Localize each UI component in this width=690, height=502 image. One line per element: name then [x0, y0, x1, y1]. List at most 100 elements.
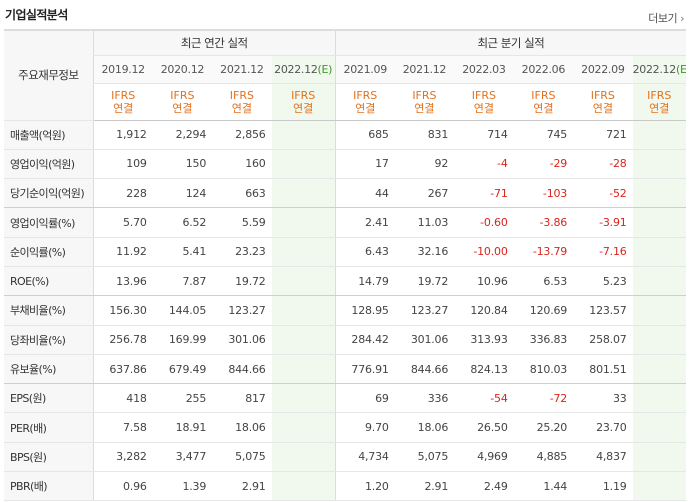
- ifrs-label: IFRS: [531, 88, 556, 102]
- table-cell: 5.41: [152, 237, 213, 267]
- accounting-standard-cell: IFRS 연결: [152, 83, 213, 121]
- table-cell: 5,075: [212, 442, 272, 473]
- table-cell: 18.91: [152, 412, 213, 443]
- table-row: 매출액(억원) 1,912 2,294 2,856 685 831 714 745 721: [4, 120, 686, 150]
- row-label: 유보율(%): [4, 354, 94, 385]
- table-cell: 19.72: [394, 266, 455, 297]
- table-cell: 123.27: [212, 295, 272, 326]
- financial-summary-table: 주요재무정보 최근 연간 실적 최근 분기 실적 2019.12 2020.12 2…: [4, 29, 686, 502]
- estimate-mark: (E): [317, 62, 333, 76]
- table-cell: 844.66: [212, 354, 272, 385]
- table-cell: 109: [92, 149, 153, 180]
- period-header: 2022.09: [573, 55, 633, 84]
- table-cell: 11.03: [394, 207, 455, 238]
- table-cell: 120.84: [454, 295, 514, 326]
- table-cell: 679.49: [152, 354, 213, 385]
- table-cell: 128.95: [334, 295, 395, 326]
- table-cell: 817: [212, 383, 272, 414]
- more-link[interactable]: 더보기 ›: [648, 10, 684, 26]
- table-cell: [632, 237, 686, 267]
- table-cell: [271, 178, 336, 209]
- table-cell: 824.13: [454, 354, 514, 385]
- table-cell: 2.91: [212, 471, 272, 502]
- ifrs-label: IFRS: [229, 88, 254, 102]
- accounting-standard-cell: IFRS 연결: [632, 83, 686, 121]
- table-row: 당기순이익(억원) 228 124 663 44 267 -71 -103 -52: [4, 178, 686, 209]
- row-label: 당기순이익(억원): [4, 178, 94, 209]
- period-header: 2021.09: [334, 55, 395, 84]
- period-label: 2022.03: [462, 62, 506, 76]
- consolidation-label: 연결: [473, 101, 495, 115]
- row-label: 영업이익률(%): [4, 207, 94, 238]
- table-cell: 144.05: [152, 295, 213, 326]
- table-cell: [632, 412, 686, 443]
- section-title: 기업실적분석: [5, 8, 68, 22]
- table-cell: -54: [454, 383, 514, 414]
- row-label: ROE(%): [4, 266, 94, 297]
- consolidation-label: 연결: [355, 101, 376, 115]
- table-cell: 19.72: [212, 266, 272, 297]
- table-cell: 810.03: [513, 354, 574, 385]
- accounting-standard-cell: IFRS 연결: [454, 83, 514, 121]
- table-cell: 2.41: [334, 207, 395, 238]
- period-header-row: 2019.12 2020.12 2021.12 2022.12(E) 2021.09 20…: [4, 55, 686, 84]
- table-cell: 4,837: [573, 442, 633, 473]
- period-label: 2021.12: [220, 62, 264, 76]
- table-cell: 5.70: [92, 207, 153, 238]
- row-label: PER(배): [4, 412, 94, 443]
- table-cell: -7.16: [573, 237, 633, 267]
- table-cell: 23.23: [212, 237, 272, 267]
- table-cell: [632, 295, 686, 326]
- table-cell: 637.86: [92, 354, 153, 385]
- table-cell: 4,969: [454, 442, 514, 473]
- consolidation-label: 연결: [414, 101, 435, 115]
- table-row: ROE(%) 13.96 7.87 19.72 14.79 19.72 10.96 6.53 5…: [4, 266, 686, 297]
- row-label: 순이익률(%): [4, 237, 94, 267]
- chevron-right-icon[interactable]: ›: [680, 12, 684, 25]
- table-row: PBR(배) 0.96 1.39 2.91 1.20 2.91 2.49 1.44 1.19: [4, 471, 686, 502]
- table-cell: 6.53: [513, 266, 574, 297]
- more-link-label[interactable]: 더보기: [648, 12, 678, 25]
- table-cell: 844.66: [394, 354, 455, 385]
- table-cell: [271, 207, 336, 238]
- estimate-mark: (E): [675, 62, 686, 76]
- table-row: 영업이익(억원) 109 150 160 17 92 -4 -29 -28: [4, 149, 686, 180]
- table-cell: -71: [454, 178, 514, 209]
- table-row: BPS(원) 3,282 3,477 5,075 4,734 5,075 4,969 4,88…: [4, 442, 686, 473]
- table-cell: 124: [152, 178, 213, 209]
- table-cell: 258.07: [573, 325, 633, 355]
- table-cell: 25.20: [513, 412, 574, 443]
- accounting-standard-cell: IFRS 연결: [394, 83, 455, 121]
- table-cell: [632, 120, 686, 150]
- table-cell: -3.91: [573, 207, 633, 238]
- period-header: 2021.12: [394, 55, 455, 84]
- table-cell: 0.96: [92, 471, 153, 502]
- table-cell: 6.43: [334, 237, 395, 267]
- table-cell: -29: [513, 149, 574, 180]
- table-cell: 284.42: [334, 325, 395, 355]
- table-cell: 2,856: [212, 120, 272, 150]
- accounting-standard-cell: IFRS 연결: [573, 83, 633, 121]
- row-label: 매출액(억원): [4, 120, 94, 150]
- row-label-header: 주요재무정보: [4, 29, 94, 121]
- table-cell: -3.86: [513, 207, 574, 238]
- table-cell: 336: [394, 383, 455, 414]
- table-cell: 92: [394, 149, 455, 180]
- table-cell: -72: [513, 383, 574, 414]
- table-cell: 123.27: [394, 295, 455, 326]
- period-label: 2022.12: [274, 62, 318, 76]
- annual-group-header: 최근 연간 실적: [92, 29, 336, 56]
- table-cell: 301.06: [394, 325, 455, 355]
- table-cell: 9.70: [334, 412, 395, 443]
- consolidation-label: 연결: [649, 101, 670, 115]
- table-cell: 169.99: [152, 325, 213, 355]
- table-cell: [271, 442, 336, 473]
- accounting-standard-row: IFRS 연결 IFRS 연결 IFRS 연결 IFRS 연결 IFRS 연결 IFRS 연결 IFRS…: [4, 83, 686, 121]
- table-cell: 313.93: [454, 325, 514, 355]
- period-label: 2022.09: [581, 62, 625, 76]
- quarterly-group-header: 최근 분기 실적: [334, 29, 686, 56]
- table-cell: 18.06: [212, 412, 272, 443]
- table-cell: 831: [394, 120, 455, 150]
- table-cell: 32.16: [394, 237, 455, 267]
- period-label: 2021.12: [402, 62, 447, 76]
